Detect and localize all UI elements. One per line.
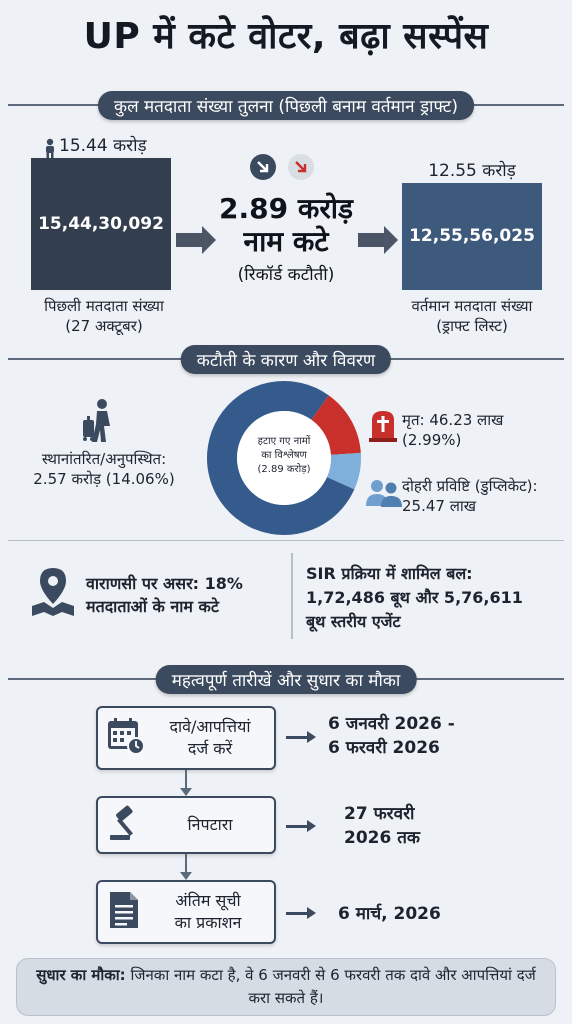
slice-label-line: 25.47 लाख [402, 497, 477, 515]
down-arrow-icon [250, 154, 276, 180]
donut-slice [310, 395, 361, 456]
section-title-dates: महत्वपूर्ण तारीखें और सुधार का मौका [155, 665, 417, 694]
timeline-date: 6 मार्च, 2026 [338, 902, 548, 926]
varanasi-label: वाराणसी पर असर: [86, 574, 200, 593]
donut-slice [207, 381, 355, 535]
date-line: 6 मार्च, 2026 [338, 904, 441, 924]
timeline-step-label: अंतिम सूची का प्रकाशन [142, 890, 274, 934]
person-icon [42, 138, 58, 162]
timeline-connector [180, 854, 192, 880]
bar-top-label: 15.44 करोड़ [59, 136, 147, 156]
divider [8, 540, 564, 541]
slice-label-line: 2.57 करोड़ (14.06%) [33, 470, 175, 488]
bar-caption-line: वर्तमान मतदाता संख्या [411, 297, 533, 315]
cut-subline: (रिकॉर्ड कटौती) [237, 265, 335, 285]
note-text: जिनका नाम कटा है, वे 6 जनवरी से 6 फरवरी … [125, 966, 536, 1007]
section-title-reasons: कटौती के कारण और विवरण [180, 345, 392, 374]
timeline-arrow [286, 820, 316, 832]
timeline-arrow [286, 731, 316, 743]
date-line: 6 जनवरी 2026 - [328, 714, 455, 734]
sir-line: 1,72,486 बूथ और 5,76,611 [306, 588, 523, 607]
timeline-step-settlement: निपटारा [96, 796, 276, 854]
document-icon [106, 890, 142, 934]
varanasi-info: वाराणसी पर असर: 18% मतदाताओं के नाम कटे [86, 572, 286, 618]
cut-headline: 2.89 करोड़ नाम कटे [190, 192, 382, 258]
sir-info: SIR प्रक्रिया में शामिल बल: 1,72,486 बूथ… [306, 562, 568, 634]
timeline-step-label: निपटारा [146, 814, 274, 836]
bar-caption-previous: पिछली मतदाता संख्या (27 अक्टूबर) [14, 296, 194, 336]
sir-line: बूथ स्तरीय एजेंट [306, 612, 401, 631]
bar-caption-line: (27 अक्टूबर) [65, 317, 143, 335]
timeline-step-claims: दावे/आपत्तियां दर्ज करें [96, 706, 276, 770]
donut-chart [207, 381, 361, 535]
bar-value-label: 12,55,56,025 [409, 226, 535, 247]
step-label-line: दर्ज करें [187, 739, 233, 758]
date-line: 2026 तक [344, 828, 420, 848]
varanasi-percent: 18% [199, 574, 243, 593]
bar-caption-line: (ड्राफ्ट लिस्ट) [436, 317, 508, 335]
date-line: 6 फरवरी 2026 [328, 738, 440, 758]
bar-value-label: 15,44,30,092 [38, 214, 164, 234]
varanasi-line2: मतदाताओं के नाम कटे [86, 597, 219, 616]
slice-label-line: दोहरी प्रविष्टि (डुप्लिकेट): [402, 477, 538, 495]
step-label-line: का प्रकाशन [174, 913, 242, 932]
timeline-connector [180, 770, 192, 796]
step-label-line: निपटारा [187, 815, 233, 834]
bar-caption-current: वर्तमान मतदाता संख्या (ड्राफ्ट लिस्ट) [382, 296, 562, 336]
donut-center-line: (2.89 करोड़) [257, 464, 311, 475]
down-arrow-icon [288, 154, 314, 180]
timeline-step-publication: अंतिम सूची का प्रकाशन [96, 880, 276, 944]
slice-label-line: (2.99%) [402, 431, 462, 449]
calendar-icon [106, 716, 146, 760]
bar-caption-line: पिछली मतदाता संख्या [44, 297, 164, 315]
gavel-icon [106, 803, 146, 847]
timeline-arrow [286, 907, 316, 919]
divider [291, 553, 293, 639]
slice-label-line: मृत: 46.23 लाख [402, 411, 504, 429]
date-line: 27 फरवरी [344, 804, 415, 824]
flow-arrow [176, 226, 216, 254]
timeline-date: 6 जनवरी 2026 - 6 फरवरी 2026 [328, 712, 548, 760]
slice-label-moved: स्थानांतरित/अनुपस्थित: 2.57 करोड़ (14.06… [14, 449, 194, 489]
donut-center-line: हटाए गए नामों [257, 436, 311, 447]
cut-headline-line: 2.89 करोड़ [218, 192, 354, 225]
slice-label-line: स्थानांतरित/अनुपस्थित: [41, 450, 167, 468]
grave-icon [368, 408, 398, 446]
map-pin-icon [30, 566, 76, 622]
step-label-line: अंतिम सूची [175, 891, 241, 910]
donut-hole [237, 411, 331, 505]
flow-arrow [358, 226, 398, 254]
page-title: UP में कटे वोटर, बढ़ा सस्पेंस [83, 16, 489, 57]
donut-center-label: हटाए गए नामों का विश्लेषण (2.89 करोड़) [234, 435, 334, 477]
users-icon [366, 478, 402, 512]
step-label-line: दावे/आपत्तियां [169, 717, 251, 736]
timeline-date: 27 फरवरी 2026 तक [344, 802, 544, 850]
slice-label-dead: मृत: 46.23 लाख (2.99%) [402, 410, 562, 450]
cut-headline-line: नाम कटे [243, 225, 329, 258]
donut-slice [326, 452, 361, 490]
sir-line: SIR प्रक्रिया में शामिल बल: [306, 564, 473, 583]
correction-note: सुधार का मौका: जिनका नाम कटा है, वे 6 जन… [16, 958, 556, 1016]
slice-label-duplicate: दोहरी प्रविष्टि (डुप्लिकेट): 25.47 लाख [402, 476, 570, 516]
traveler-icon [80, 398, 120, 448]
bar-previous: 15,44,30,092 [31, 158, 171, 290]
bar-top-label: 12.55 करोड़ [428, 160, 516, 181]
donut-center-line: का विश्लेषण [261, 450, 307, 461]
section-title-comparison: कुल मतदाता संख्या तुलना (पिछली बनाम वर्त… [98, 91, 474, 120]
timeline-step-label: दावे/आपत्तियां दर्ज करें [146, 716, 274, 760]
bar-current: 12,55,56,025 [402, 182, 542, 290]
note-label: सुधार का मौका: [36, 966, 126, 984]
